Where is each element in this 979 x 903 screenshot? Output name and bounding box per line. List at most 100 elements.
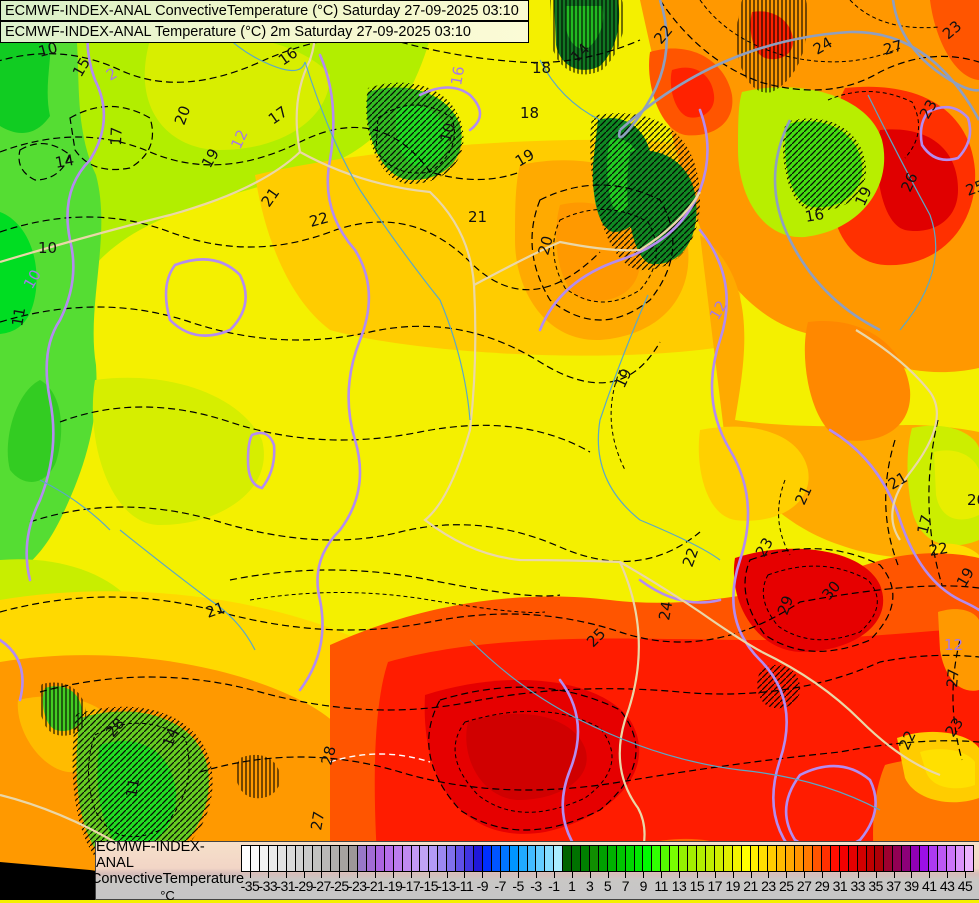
- contour-label: 20: [967, 491, 979, 509]
- colorbar-tick: [875, 872, 877, 878]
- title-bar-temperature-2m: ECMWF-INDEX-ANAL Temperature (°C) 2m Sat…: [0, 21, 529, 43]
- colorbar-cell: [741, 846, 751, 871]
- colorbar-cell: [322, 846, 332, 871]
- contour-label: 22: [928, 539, 950, 560]
- colorbar-tick: [571, 872, 573, 878]
- colorbar-cell: [679, 846, 689, 871]
- colorbar-cell: [598, 846, 608, 871]
- colorbar-cell: [857, 846, 867, 871]
- colorbar-tick: [857, 872, 859, 878]
- colorbar-cell: [473, 846, 483, 871]
- colorbar-cell: [295, 846, 305, 871]
- colorbar-cell: [242, 846, 251, 871]
- colorbar-tick-label: 9: [639, 878, 648, 894]
- colorbar-cell: [456, 846, 466, 871]
- legend-model-label: ECMWF-INDEX-ANAL: [96, 838, 205, 871]
- colorbar-tick: [428, 872, 430, 878]
- contour-label: 16: [447, 65, 468, 87]
- colorbar-cell: [304, 846, 314, 871]
- contour-label: 14: [54, 151, 76, 172]
- colorbar-cell: [447, 846, 457, 871]
- colorbar-cell: [581, 846, 590, 871]
- colorbar-tick-label: 17: [707, 878, 723, 894]
- colorbar-tick-label: 5: [603, 878, 612, 894]
- colorbar-cell: [509, 846, 519, 871]
- colorbar-tick-label: 15: [689, 878, 705, 894]
- colorbar-cell: [500, 846, 510, 871]
- colorbar-cell: [331, 846, 341, 871]
- contour-label: 10: [38, 239, 57, 257]
- colorbar-tick-label: 23: [761, 878, 776, 894]
- colorbar-tick: [911, 872, 913, 878]
- colorbar-cell: [420, 846, 430, 871]
- colorbar-cell: [357, 846, 367, 871]
- colorbar-tick-label: -19: [383, 878, 403, 894]
- contour-label: 27: [943, 668, 963, 689]
- colorbar-cell: [964, 846, 973, 871]
- colorbar-tick: [267, 872, 269, 878]
- colorbar-tick: [446, 872, 448, 878]
- colorbar-cell: [465, 846, 474, 871]
- colorbar-cell: [563, 846, 573, 871]
- colorbar-tick-label: -21: [365, 878, 385, 894]
- colorbar-tick: [929, 872, 931, 878]
- colorbar-cell: [625, 846, 635, 871]
- colorbar-tick-label: 39: [904, 878, 919, 894]
- colorbar-tick: [714, 872, 716, 878]
- colorbar-tick: [696, 872, 698, 878]
- title-text-line1: ECMWF-INDEX-ANAL ConvectiveTemperature (…: [5, 2, 519, 19]
- colorbar-cell: [723, 846, 733, 871]
- colorbar-cell: [527, 846, 537, 871]
- colorbar-tick: [822, 872, 824, 878]
- colorbar-tick-label: 29: [814, 878, 830, 894]
- legend-panel: ECMWF-INDEX-ANAL ConvectiveTemperature °…: [91, 838, 979, 903]
- colorbar-tick: [535, 872, 537, 878]
- colorbar-tick: [947, 872, 949, 878]
- contour-label: 25: [963, 176, 979, 199]
- colorbar-cell: [661, 846, 671, 871]
- contour-label: 18: [532, 59, 551, 77]
- contour-label: 29: [774, 593, 797, 617]
- colorbar-cell: [652, 846, 662, 871]
- colorbar-cell: [482, 846, 492, 871]
- colorbar-tick: [553, 872, 555, 878]
- colorbar-cell: [349, 846, 358, 871]
- colorbar-tick-label: -5: [512, 878, 524, 894]
- colorbar-tick-label: -35: [240, 878, 260, 894]
- legend-units-label: °C: [160, 887, 175, 903]
- legend-labels: ECMWF-INDEX-ANAL ConvectiveTemperature °…: [91, 838, 244, 903]
- colorbar-tick: [893, 872, 895, 878]
- colorbar-cell: [616, 846, 626, 871]
- contour-label: 18: [520, 104, 539, 122]
- colorbar-tick-label: -27: [312, 878, 331, 894]
- colorbar-cell: [250, 846, 260, 871]
- colorbar-tick: [607, 872, 609, 878]
- colorbar-tick-label: 35: [868, 878, 883, 894]
- colorbar-cell: [536, 846, 546, 871]
- title-text-line2: ECMWF-INDEX-ANAL Temperature (°C) 2m Sat…: [5, 24, 471, 40]
- colorbar-tick-label: 31: [832, 878, 848, 894]
- colorbar-tick: [643, 872, 645, 878]
- colorbar-cell: [768, 846, 778, 871]
- colorbar-tick-label: 13: [671, 878, 687, 894]
- contour-label: 27: [881, 37, 904, 59]
- colorbar-tick: [625, 872, 627, 878]
- contour-label: 28: [317, 744, 339, 767]
- contour-label: 21: [468, 208, 487, 226]
- colorbar-tick-label: 33: [850, 878, 866, 894]
- colorbar-tick: [500, 872, 502, 878]
- colorbar-tick-label: 21: [743, 878, 758, 894]
- colorbar-tick-label: -13: [437, 878, 456, 894]
- colorbar-tick-label: -3: [530, 878, 542, 894]
- river-layer: [39, 0, 937, 811]
- contour-label: 12: [944, 636, 963, 654]
- colorbar-cell: [259, 846, 269, 871]
- colorbar-cell: [429, 846, 439, 871]
- colorbar-tick-label: -1: [548, 878, 560, 894]
- colorbar-cell: [750, 846, 760, 871]
- colorbar-tick: [482, 872, 484, 878]
- contour-label: 11: [122, 777, 143, 799]
- contour-label: 22: [307, 209, 330, 231]
- colorbar-cell: [411, 846, 421, 871]
